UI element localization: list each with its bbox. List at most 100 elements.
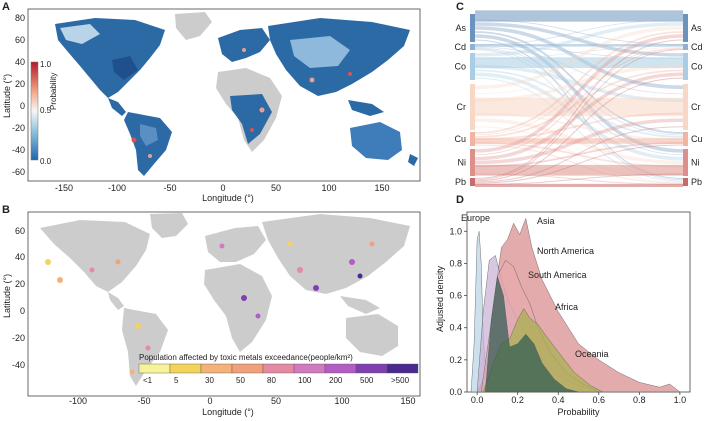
map-b-yticks: 60 40 20 0 -20 -40 — [12, 226, 25, 370]
colorbar-a-tick-top: 1.0 — [40, 60, 52, 69]
sankey-node-right — [683, 14, 688, 42]
y-tick: 0.6 — [449, 291, 462, 301]
legend-b-label: 500 — [360, 376, 374, 385]
colorbar-a-tick-mid: 0.5 — [40, 106, 52, 115]
sankey-node-right — [683, 149, 688, 176]
sankey-node-left — [470, 132, 475, 146]
sankey-flow — [474, 22, 684, 57]
sankey-label-left: Cd — [454, 42, 466, 52]
legend-b-swatches: <1 5 30 50 80 100 200 500 >500 — [138, 363, 419, 385]
x-tick: 0 — [207, 396, 212, 406]
legend-b-swatch — [200, 363, 233, 374]
x-tick: 100 — [334, 396, 349, 406]
sankey-flow — [474, 39, 684, 180]
x-tick: 150 — [400, 396, 415, 406]
map-a-land — [55, 12, 418, 176]
y-tick: 20 — [15, 79, 25, 89]
legend-b-label: 200 — [329, 376, 343, 385]
legend-b-swatch — [386, 363, 419, 374]
x-tick: 50 — [271, 396, 281, 406]
sankey-flow — [474, 77, 684, 182]
sankey-node-left — [470, 178, 475, 186]
sankey-label-right: Ni — [691, 158, 700, 168]
density-area-oceania — [485, 276, 579, 393]
sankey-flow — [474, 144, 684, 184]
colorbar-a-tick-bottom: 0.0 — [40, 157, 52, 166]
x-tick: 150 — [374, 183, 389, 193]
panel-b-letter: B — [2, 204, 10, 216]
sankey-flow — [474, 69, 684, 138]
legend-b-swatch — [324, 363, 357, 374]
x-tick: 50 — [271, 183, 281, 193]
sankey-flow — [474, 31, 684, 134]
legend-b-swatch — [231, 363, 264, 374]
sankey-flow — [474, 47, 684, 136]
y-tick: 0.4 — [449, 323, 462, 333]
legend-b-label: 5 — [174, 376, 179, 385]
density-label: Europe — [461, 213, 490, 223]
map-a-xticks: -150 -100 -50 0 50 100 150 — [55, 183, 390, 193]
y-tick: 1.0 — [449, 226, 462, 236]
sankey-node-left — [470, 53, 475, 80]
panel-c: C As As Cd Cd Co Co Cr Cr Cu Cu Ni Ni Pb Pb — [454, 1, 703, 188]
sankey-flow — [474, 126, 684, 183]
map-b-ylabel: Latitude (°) — [2, 274, 12, 318]
x-tick: 0 — [220, 183, 225, 193]
sankey-node-right — [683, 44, 688, 50]
x-tick: 0.2 — [511, 395, 524, 405]
map-a-xlabel: Longitude (°) — [202, 193, 254, 203]
map-b-legend: Population affected by toxic metals exce… — [138, 353, 419, 385]
legend-b-swatch — [293, 363, 326, 374]
map-b-hotspots — [45, 241, 375, 375]
sankey-label-left: Co — [454, 62, 466, 72]
legend-b-label: <1 — [143, 376, 153, 385]
legend-b-title: Population affected by toxic metals exce… — [139, 353, 353, 362]
map-b-xlabel: Longitude (°) — [202, 407, 254, 417]
sankey-flow — [474, 31, 684, 134]
sankey-flow — [474, 72, 684, 161]
sankey-label-right: Cd — [691, 42, 703, 52]
x-tick: 100 — [321, 183, 336, 193]
legend-b-swatch — [169, 363, 202, 374]
sankey-label-right: Co — [691, 62, 703, 72]
density-plot: Europe Asia North America South America Afri… — [435, 211, 691, 417]
sankey-label-left: As — [455, 23, 466, 33]
map-b-xticks: -100 -50 0 50 100 150 — [69, 396, 416, 406]
sankey-flow — [474, 77, 684, 182]
sankey-label-left: Cr — [457, 102, 467, 112]
map-a-yticks: 80 60 40 20 0 -20 -40 -60 — [12, 13, 25, 177]
density-label: Oceania — [575, 349, 609, 359]
density-label: South America — [528, 270, 587, 280]
panel-a-letter: A — [2, 1, 10, 13]
sankey: As As Cd Cd Co Co Cr Cr Cu Cu Ni Ni Pb Pb — [454, 10, 703, 188]
y-tick: 40 — [15, 252, 25, 262]
y-tick: 80 — [15, 13, 25, 23]
y-tick: -40 — [12, 360, 25, 370]
density-ylabel: Adjusted density — [435, 265, 445, 332]
sankey-node-right — [683, 132, 688, 146]
y-tick: 0.2 — [449, 355, 462, 365]
sankey-node-left — [470, 84, 475, 130]
y-tick: 20 — [15, 279, 25, 289]
x-tick: 1.0 — [674, 395, 687, 405]
sankey-flow — [474, 34, 684, 153]
colorbar-a-label: Probability — [49, 73, 58, 110]
x-tick: 0.8 — [633, 395, 646, 405]
y-tick: -20 — [12, 333, 25, 343]
legend-b-label: >500 — [391, 376, 410, 385]
density-label: Asia — [537, 216, 555, 226]
sankey-label-right: Cu — [691, 134, 703, 144]
panel-b: B — [2, 204, 421, 417]
x-tick: 0.4 — [552, 395, 565, 405]
sankey-label-left: Cu — [454, 134, 466, 144]
legend-b-swatch — [138, 363, 171, 374]
sankey-flow — [474, 47, 684, 136]
legend-b-label: 30 — [205, 376, 214, 385]
map-b-land — [40, 213, 410, 386]
sankey-flow — [474, 49, 684, 181]
sankey-flow — [474, 46, 684, 95]
sankey-node-left — [470, 14, 475, 42]
map-a-ylabel: Latitude (°) — [2, 74, 12, 118]
density-label: North America — [537, 246, 594, 256]
